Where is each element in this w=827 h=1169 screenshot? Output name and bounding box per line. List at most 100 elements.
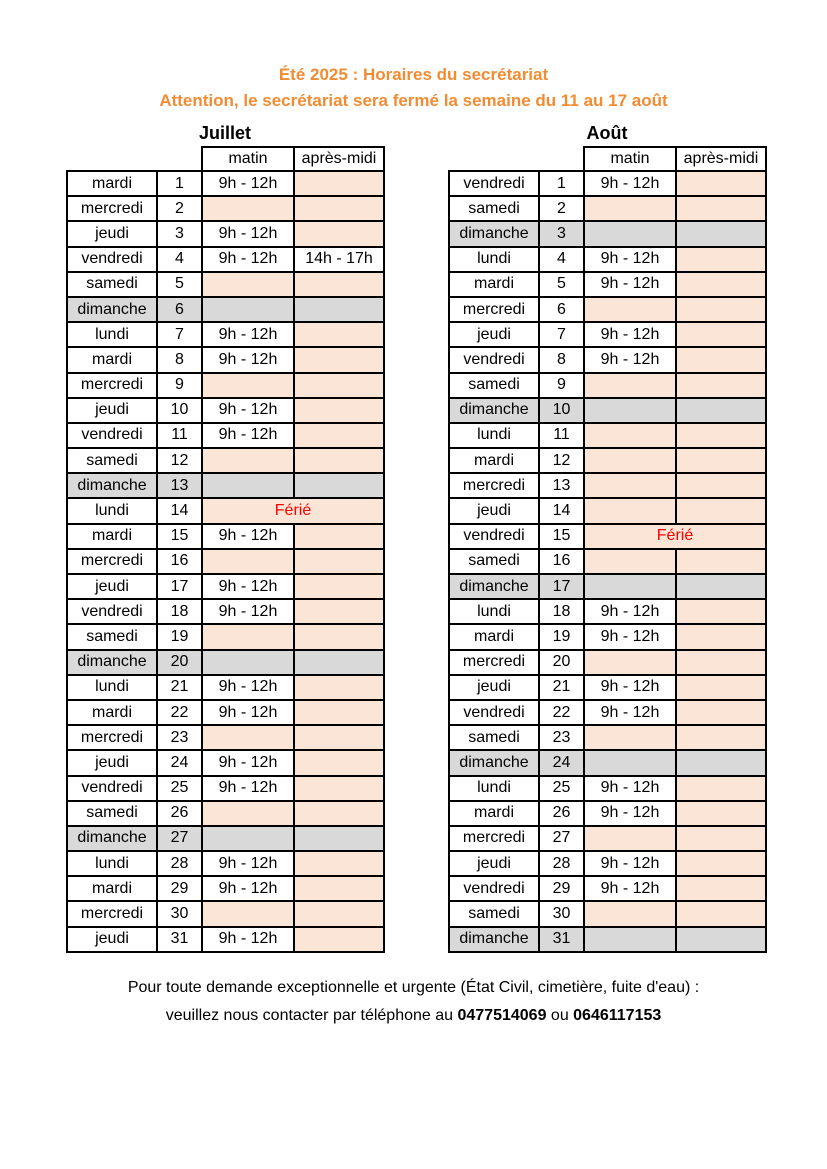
date-cell: 25	[156, 774, 203, 802]
date-cell: 2	[538, 195, 585, 223]
apres-midi-cell	[675, 421, 767, 450]
matin-cell: 9h - 12h	[583, 169, 677, 198]
column-header-matin: matin	[583, 146, 677, 172]
matin-cell	[583, 396, 677, 424]
date-cell: 11	[156, 421, 203, 450]
table-row: vendredi 11 9h - 12h	[66, 421, 385, 450]
matin-cell: 9h - 12h	[201, 346, 295, 374]
table-row: mardi 29 9h - 12h	[66, 875, 385, 903]
date-cell: 9	[156, 371, 203, 399]
day-cell: mardi	[448, 799, 540, 827]
day-cell: dimanche	[66, 295, 158, 324]
matin-cell: 9h - 12h	[583, 673, 677, 701]
matin-cell	[201, 447, 295, 475]
apres-midi-cell	[293, 724, 385, 752]
matin-cell: 9h - 12h	[583, 850, 677, 878]
date-cell: 11	[538, 421, 585, 450]
apres-midi-cell	[675, 396, 767, 424]
footer-note: Pour toute demande exceptionnelle et urg…	[0, 974, 827, 1030]
day-cell: jeudi	[66, 925, 158, 953]
date-cell: 29	[156, 875, 203, 903]
date-cell: 12	[156, 447, 203, 475]
table-row: samedi 16	[448, 547, 767, 576]
apres-midi-cell	[675, 648, 767, 676]
apres-midi-cell	[293, 850, 385, 878]
apres-midi-cell	[293, 824, 385, 853]
day-cell: samedi	[448, 547, 540, 576]
table-row: mercredi 27	[448, 824, 767, 853]
apres-midi-cell	[675, 321, 767, 349]
apres-midi-cell	[293, 220, 385, 248]
apres-midi-cell	[293, 295, 385, 324]
apres-midi-cell	[293, 623, 385, 651]
matin-cell	[583, 900, 677, 928]
matin-cell: 9h - 12h	[201, 396, 295, 424]
apres-midi-cell	[293, 195, 385, 223]
matin-cell	[201, 724, 295, 752]
date-cell: 3	[538, 220, 585, 248]
date-cell: 7	[156, 321, 203, 349]
date-cell: 17	[538, 572, 585, 601]
table-row: mardi 8 9h - 12h	[66, 346, 385, 374]
table-row: lundi 18 9h - 12h	[448, 598, 767, 626]
table-row: mercredi 23	[66, 724, 385, 752]
august-table-body: vendredi 1 9h - 12h samedi 2 dimanche 3 lundi 4 9…	[448, 169, 767, 953]
apres-midi-cell	[293, 547, 385, 576]
day-cell: mardi	[66, 698, 158, 727]
apres-midi-cell	[675, 371, 767, 399]
table-row: samedi 12	[66, 447, 385, 475]
table-row: samedi 26	[66, 799, 385, 827]
date-cell: 15	[156, 522, 203, 550]
table-row: mardi 26 9h - 12h	[448, 799, 767, 827]
matin-cell	[583, 295, 677, 324]
apres-midi-cell	[675, 850, 767, 878]
apres-midi-cell	[675, 724, 767, 752]
date-cell: 5	[538, 270, 585, 298]
table-row: jeudi 3 9h - 12h	[66, 220, 385, 248]
table-row: mercredi 9	[66, 371, 385, 399]
day-cell: samedi	[448, 900, 540, 928]
matin-cell	[201, 824, 295, 853]
apres-midi-cell	[675, 547, 767, 576]
table-row: dimanche 20	[66, 648, 385, 676]
matin-cell: 9h - 12h	[201, 572, 295, 601]
apres-midi-cell	[675, 673, 767, 701]
apres-midi-cell	[675, 295, 767, 324]
schedule-table-august: matin après-midi vendredi 1 9h - 12h samedi…	[448, 146, 767, 953]
table-row: mardi 1 9h - 12h	[66, 169, 385, 198]
apres-midi-cell	[675, 270, 767, 298]
column-header-row: matin après-midi	[449, 146, 767, 172]
matin-cell: 9h - 12h	[583, 321, 677, 349]
table-row: vendredi 18 9h - 12h	[66, 598, 385, 626]
table-row: dimanche 31	[448, 925, 767, 953]
matin-cell: 9h - 12h	[201, 522, 295, 550]
date-cell: 15	[538, 522, 585, 550]
day-cell: samedi	[66, 799, 158, 827]
day-cell: vendredi	[448, 698, 540, 727]
date-cell: 5	[156, 270, 203, 298]
day-cell: mardi	[448, 447, 540, 475]
matin-cell	[583, 447, 677, 475]
apres-midi-cell	[293, 572, 385, 601]
date-cell: 27	[538, 824, 585, 853]
table-row: dimanche 24	[448, 749, 767, 777]
table-row: jeudi 10 9h - 12h	[66, 396, 385, 424]
footer-line-1: Pour toute demande exceptionnelle et urg…	[127, 979, 700, 996]
table-row: dimanche 10	[448, 396, 767, 424]
date-cell: 19	[538, 623, 585, 651]
apres-midi-cell	[293, 673, 385, 701]
matin-cell	[583, 421, 677, 450]
july-table-body: mardi 1 9h - 12h mercredi 2 jeudi 3 9h - 12h ven…	[66, 169, 385, 953]
date-cell: 14	[156, 497, 203, 525]
date-cell: 16	[538, 547, 585, 576]
apres-midi-cell	[675, 698, 767, 727]
apres-midi-cell	[675, 497, 767, 525]
table-row: samedi 19	[66, 623, 385, 651]
apres-midi-cell	[675, 774, 767, 802]
table-row: vendredi 29 9h - 12h	[448, 875, 767, 903]
day-cell: lundi	[66, 850, 158, 878]
date-cell: 22	[156, 698, 203, 727]
page-subtitle: Attention, le secrétariat sera fermé la …	[159, 91, 668, 110]
date-cell: 16	[156, 547, 203, 576]
table-row: lundi 7 9h - 12h	[66, 321, 385, 349]
